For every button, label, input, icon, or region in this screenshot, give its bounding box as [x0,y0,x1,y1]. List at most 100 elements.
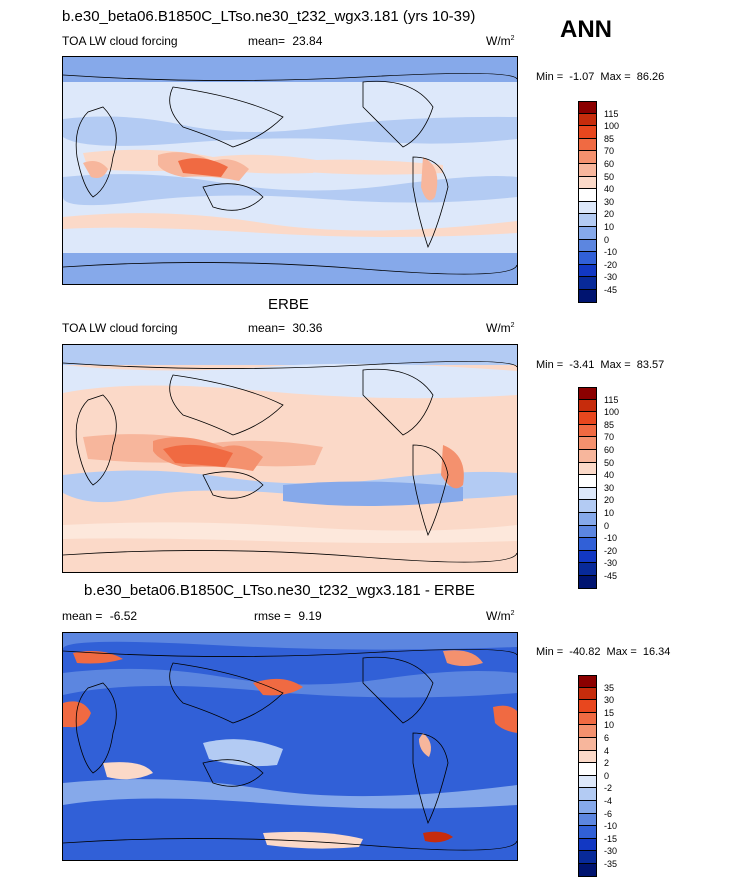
panel-2-mean-label: mean= [248,321,286,335]
colorbar-label: 15 [604,707,615,718]
colorbar-label: 85 [604,133,615,144]
colorbar-label: 30 [604,695,615,706]
panel-1-max-value: 86.26 [636,71,665,83]
panel-3-units: W/m2 [486,609,515,623]
colorbar-label: -45 [604,571,618,581]
panel-3-min-value: -40.82 [569,646,601,658]
colorbar-swatch [578,227,597,240]
panel-1-field-label: TOA LW cloud forcing [62,34,178,48]
colorbar-label: 100 [604,121,620,132]
panel-3-max-value: 16.34 [642,646,671,658]
panel-1-title: b.e30_beta06.B1850C_LTso.ne30_t232_wgx3.… [62,8,476,25]
colorbar-swatch [578,826,597,839]
panel-2-title: ERBE [268,296,309,313]
colorbar-label: 10 [604,720,615,731]
colorbar-label: -6 [604,808,613,819]
colorbar-swatch [578,513,597,526]
panel-3-mean: mean = -6.52 [62,609,137,623]
colorbar-label: 115 [604,394,619,405]
colorbar-swatch [578,738,597,751]
colorbar-swatch [578,750,597,764]
colorbar-label: 0 [604,520,610,531]
panel-1-units: W/m2 [486,34,515,48]
colorbar-swatch [578,239,597,253]
colorbar-swatch [578,164,597,177]
colorbar-swatch [578,151,597,164]
colorbar-swatch [578,101,597,114]
colorbar-swatch [578,387,597,400]
colorbar-swatch [578,290,597,303]
panel-3-max-label: Max = [606,646,637,658]
colorbar-swatch [578,277,597,290]
colorbar-swatch [578,487,597,501]
colorbar-label: -4 [604,796,613,806]
panel-1-colorbar: 115 100 85 70 60 50 40 30 20 10 0 -10 -20 -30 -45 [578,101,638,303]
colorbar-swatch [578,550,597,564]
colorbar-swatch [578,687,597,701]
colorbar-swatch [578,788,597,801]
colorbar-label: 10 [604,222,615,232]
colorbar-label: 70 [604,432,615,443]
colorbar-swatch [578,725,597,738]
colorbar-swatch [578,525,597,539]
panel-3-minmax: Min = -40.82 Max = 16.34 [536,646,670,658]
colorbar-swatch [578,399,597,413]
colorbar-swatch [578,838,597,852]
panel-2-units-sup: 2 [510,322,515,329]
colorbar-swatch [578,252,597,265]
colorbar-label: 60 [604,445,615,455]
colorbar-swatch [578,424,597,438]
panel-1-max-label: Max = [600,71,631,83]
colorbar-label: 40 [604,184,615,195]
panel-1-mean: mean= 23.84 [248,34,322,48]
panel-1-map [62,56,518,285]
colorbar-label: -20 [604,259,618,270]
colorbar-swatch [578,851,597,864]
panel-1-min-value: -1.07 [569,71,595,83]
panel-2-minmax: Min = -3.41 Max = 83.57 [536,359,664,371]
panel-3-mean-value: -6.52 [109,609,138,623]
colorbar-swatch [578,176,597,190]
colorbar-swatch [578,412,597,425]
colorbar-label: 20 [604,209,615,220]
colorbar-label: 50 [604,457,615,468]
panel-1-units-sup: 2 [510,35,515,42]
panel-2-units-text: W/m [486,321,511,335]
colorbar-label: 6 [604,733,610,743]
colorbar-label: -10 [604,821,618,832]
panel-3-units-text: W/m [486,609,511,623]
panel-1-minmax: Min = -1.07 Max = 86.26 [536,71,664,83]
colorbar-swatch [578,138,597,152]
colorbar-swatch [578,763,597,776]
colorbar-swatch [578,775,597,789]
colorbar-label: -35 [604,859,618,869]
colorbar-label: -2 [604,783,613,794]
panel-2-max-value: 83.57 [636,359,665,371]
panel-3-colorbar: 35 30 15 10 6 4 2 0 -2 -4 -6 -10 -15 -30 -35 [578,675,638,877]
colorbar-label: 115 [604,108,619,119]
panel-3-mean-label: mean = [62,609,103,623]
panel-3-rmse: rmse = 9.19 [254,609,322,623]
colorbar-swatch [578,450,597,463]
colorbar-label: 10 [604,508,615,518]
panel-3-rmse-value: 9.19 [298,609,322,623]
colorbar-label: -15 [604,833,618,844]
colorbar-swatch [578,201,597,215]
colorbar-swatch [578,462,597,476]
panel-2-units: W/m2 [486,321,515,335]
colorbar-swatch [578,801,597,814]
panel-2-max-label: Max = [600,359,631,371]
colorbar-label: -10 [604,247,618,258]
colorbar-label: -30 [604,558,618,569]
panel-2-min-label: Min = [536,359,564,371]
colorbar-label: 30 [604,482,615,493]
colorbar-label: -45 [604,285,618,295]
panel-3-map [62,632,518,861]
panel-2-colorbar: 115 100 85 70 60 50 40 30 20 10 0 -10 -20 -30 -45 [578,387,638,589]
colorbar-label: 85 [604,419,615,430]
colorbar-label: 40 [604,470,615,481]
colorbar-label: 0 [604,770,610,781]
panel-2-mean: mean= 30.36 [248,321,322,335]
colorbar-swatch [578,126,597,139]
panel-3-units-sup: 2 [510,610,515,617]
